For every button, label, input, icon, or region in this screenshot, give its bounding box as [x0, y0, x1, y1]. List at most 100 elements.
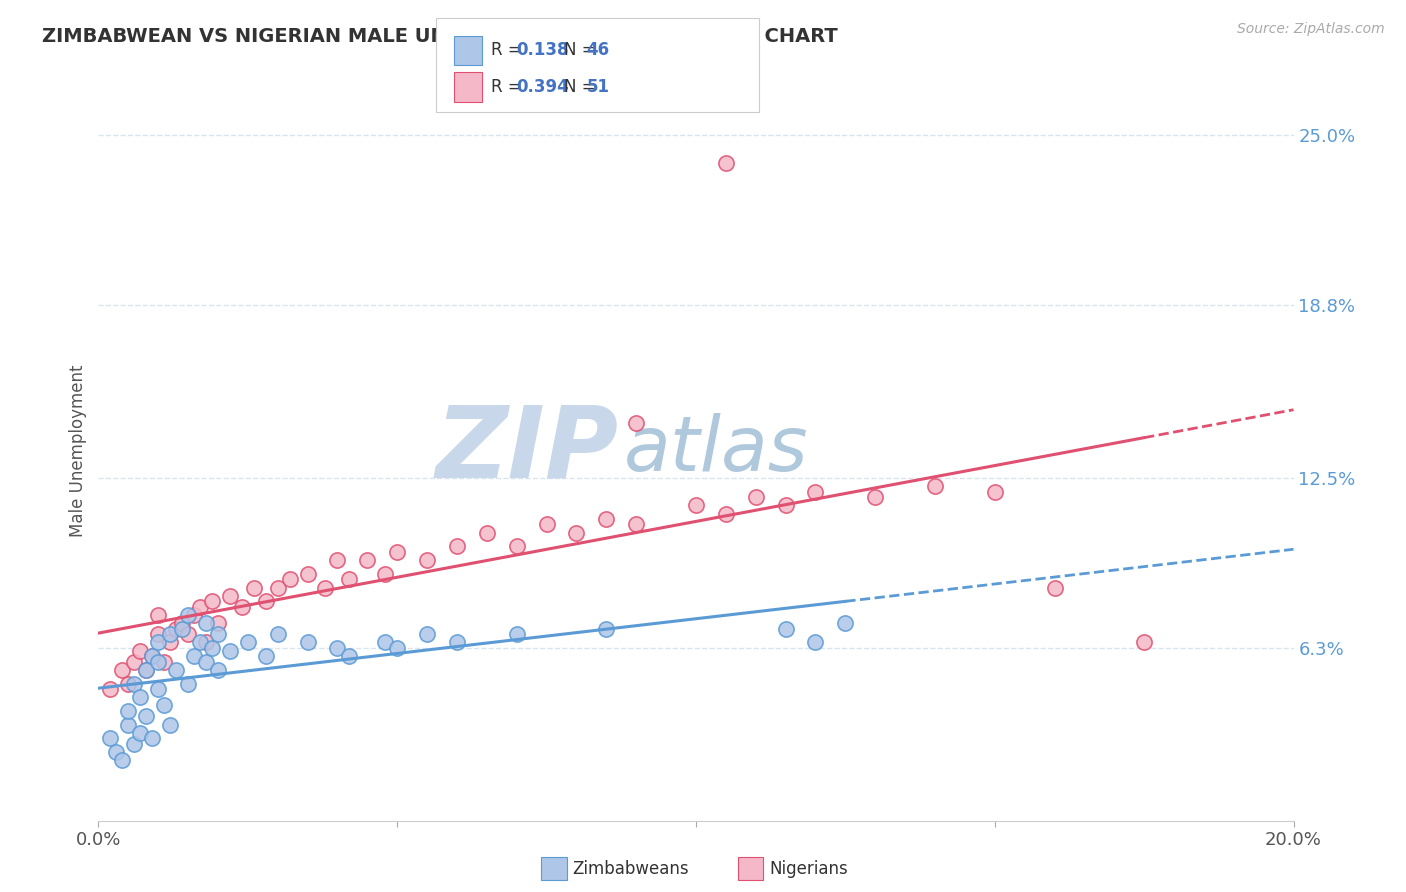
Point [159, 717, 181, 731]
Point [714, 155, 737, 169]
Point [135, 709, 157, 723]
Point [714, 507, 737, 521]
Point [536, 517, 558, 532]
Point [775, 622, 797, 636]
Text: R =: R = [491, 41, 527, 60]
Point [201, 640, 224, 655]
Point [595, 622, 617, 636]
Point [243, 581, 266, 595]
Point [1043, 581, 1066, 595]
Point [159, 635, 181, 649]
Point [506, 540, 529, 554]
Point [195, 655, 218, 669]
Point [183, 649, 205, 664]
Point [315, 581, 337, 595]
Point [117, 717, 139, 731]
Point [172, 622, 194, 636]
Point [297, 635, 319, 649]
Point [135, 663, 157, 677]
Point [231, 599, 253, 614]
Y-axis label: Male Unemployment: Male Unemployment [69, 364, 87, 537]
Point [148, 627, 170, 641]
Point [153, 655, 176, 669]
Point [183, 607, 205, 622]
Point [141, 731, 163, 746]
Point [195, 616, 218, 631]
Point [111, 753, 134, 767]
Point [834, 616, 856, 631]
Point [416, 627, 439, 641]
Text: ZIP: ZIP [436, 402, 619, 499]
Point [1133, 635, 1156, 649]
Text: N =: N = [564, 78, 600, 96]
Point [475, 525, 498, 540]
Point [339, 572, 361, 586]
Point [416, 553, 439, 567]
Text: Zimbabweans: Zimbabweans [572, 860, 689, 878]
Point [207, 616, 229, 631]
Point [129, 690, 152, 705]
Point [148, 681, 170, 696]
Text: atlas: atlas [624, 414, 808, 487]
Point [278, 572, 301, 586]
Point [804, 484, 827, 499]
Point [254, 649, 277, 664]
Point [148, 635, 170, 649]
Text: 46: 46 [586, 41, 609, 60]
Point [124, 676, 146, 690]
Point [165, 622, 187, 636]
Point [129, 643, 152, 657]
Point [626, 416, 648, 430]
Point [326, 640, 349, 655]
Point [385, 640, 409, 655]
Text: R =: R = [491, 78, 527, 96]
Point [105, 745, 128, 759]
Point [297, 566, 319, 581]
Point [374, 635, 396, 649]
Point [195, 635, 218, 649]
Point [924, 479, 946, 493]
Point [153, 698, 176, 713]
Point [565, 525, 588, 540]
Point [117, 676, 139, 690]
Point [98, 731, 122, 746]
Point [177, 607, 200, 622]
Point [356, 553, 378, 567]
Point [172, 616, 194, 631]
Point [117, 704, 139, 718]
Point [745, 490, 768, 504]
Point [207, 627, 229, 641]
Point [148, 655, 170, 669]
Point [446, 540, 468, 554]
Point [141, 649, 163, 664]
Point [124, 655, 146, 669]
Point [685, 498, 707, 512]
Text: N =: N = [564, 41, 600, 60]
Point [141, 649, 163, 664]
Point [177, 676, 200, 690]
Text: 0.138: 0.138 [516, 41, 568, 60]
Point [159, 627, 181, 641]
Point [595, 512, 617, 526]
Point [98, 681, 122, 696]
Point [267, 627, 290, 641]
Point [254, 594, 277, 608]
Point [207, 663, 229, 677]
Text: Nigerians: Nigerians [769, 860, 848, 878]
Point [111, 663, 134, 677]
Point [385, 545, 409, 559]
Text: Source: ZipAtlas.com: Source: ZipAtlas.com [1237, 22, 1385, 37]
Point [326, 553, 349, 567]
Point [865, 490, 887, 504]
Point [236, 635, 259, 649]
Point [804, 635, 827, 649]
Point [506, 627, 529, 641]
Point [188, 635, 211, 649]
Point [219, 643, 242, 657]
Point [177, 627, 200, 641]
Point [374, 566, 396, 581]
Point [201, 594, 224, 608]
Point [775, 498, 797, 512]
Text: ZIMBABWEAN VS NIGERIAN MALE UNEMPLOYMENT CORRELATION CHART: ZIMBABWEAN VS NIGERIAN MALE UNEMPLOYMENT… [42, 27, 838, 45]
Point [188, 599, 211, 614]
